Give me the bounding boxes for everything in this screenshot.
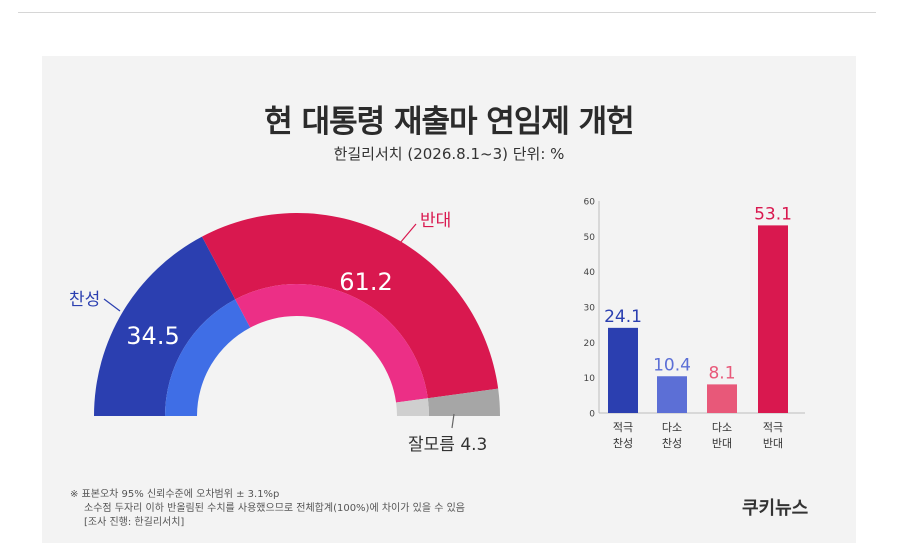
bar-value-label: 8.1: [708, 363, 735, 383]
y-tick-label: 60: [584, 198, 596, 208]
bar-value-label: 53.1: [754, 204, 792, 224]
bar-value-label: 24.1: [604, 307, 642, 327]
x-tick-label: 적극: [763, 421, 783, 434]
slice-value-favor: 34.5: [126, 322, 179, 350]
slice-oppose: [202, 213, 499, 399]
chart-title: 현 대통령 재출마 연임제 개헌: [264, 104, 634, 140]
y-tick-label: 10: [584, 374, 596, 384]
chart-subtitle: 한길리서치 (2026.8.1~3) 단위: %: [333, 145, 565, 163]
chart-card: 현 대통령 재출마 연임제 개헌 한길리서치 (2026.8.1~3) 단위: …: [42, 56, 856, 543]
y-tick-label: 50: [584, 233, 596, 243]
slice-inner-band-favor: [165, 299, 251, 416]
leader-line-unsure: [451, 413, 455, 429]
x-tick-label: 반대: [763, 437, 783, 450]
bar: [758, 225, 788, 413]
slice-label-unsure: 잘모름 4.3: [408, 435, 487, 455]
slice-label-oppose: 반대: [420, 211, 451, 231]
x-tick-label: 찬성: [613, 436, 633, 450]
x-tick-label: 찬성: [662, 436, 682, 450]
bar: [608, 327, 638, 413]
bar: [657, 376, 687, 413]
slice-inner-band-unsure: [396, 398, 429, 416]
slice-inner-band-oppose: [235, 284, 428, 403]
bar-value-label: 10.4: [653, 355, 691, 375]
slice-value-oppose: 61.2: [339, 268, 392, 296]
x-tick-label: 반대: [712, 437, 732, 450]
x-tick-label: 다소: [662, 421, 682, 434]
x-tick-label: 다소: [712, 421, 732, 434]
footnote-margin-of-error: ※ 표본오차 95% 신뢰수준에 오차범위 ± 3.1%p: [70, 489, 280, 500]
top-divider: [18, 12, 876, 13]
brand-logo: 쿠키뉴스: [742, 498, 809, 519]
leader-line-favor: [103, 298, 121, 312]
footnote-source: [조사 진행: 한길리서치]: [84, 517, 185, 528]
y-tick-label: 0: [589, 410, 595, 420]
bar: [707, 384, 737, 413]
y-tick-label: 40: [584, 268, 596, 278]
footnote-rounding: 소수점 두자리 이하 반올림된 수치를 사용했으므로 전체합계(100%)에 차…: [84, 503, 465, 514]
slice-label-favor: 찬성: [69, 290, 100, 310]
y-tick-label: 30: [584, 304, 596, 314]
x-tick-label: 적극: [613, 421, 633, 434]
slice-favor: [94, 236, 236, 416]
slice-unsure: [427, 388, 500, 416]
leader-line-oppose: [399, 223, 417, 244]
y-tick-label: 20: [584, 339, 596, 349]
footnotes: ※ 표본오차 95% 신뢰수준에 오차범위 ± 3.1%p 소수점 두자리 이하…: [70, 488, 465, 530]
